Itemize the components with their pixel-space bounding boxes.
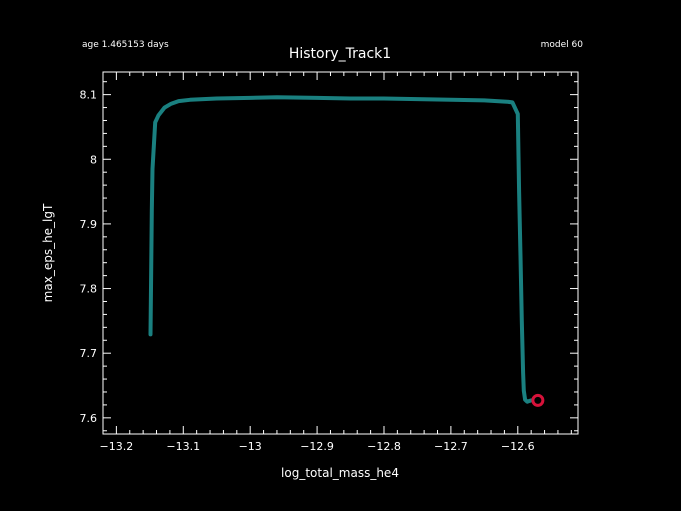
x-tick-label: −12.9 — [300, 440, 334, 453]
y-axis-label: max_eps_he_lgT — [41, 203, 55, 302]
x-axis-label: log_total_mass_he4 — [281, 466, 399, 480]
y-tick-label: 8.1 — [80, 89, 98, 102]
history-track-line — [148, 95, 534, 404]
plot-frame — [102, 71, 579, 435]
model-label: model 60 — [541, 40, 584, 50]
y-axis: 7.6 7.7 7.8 7.9 8 8.1 — [80, 81, 578, 432]
x-tick-label: −13 — [239, 440, 262, 453]
y-tick-label: 8 — [90, 153, 97, 166]
x-axis: −13.2 −13.1 −13 −12.9 −12.8 −12.7 −12.6 — [100, 72, 572, 453]
y-tick-label: 7.6 — [80, 412, 98, 425]
age-label: age 1.465153 days — [82, 40, 169, 50]
current-model-marker — [531, 393, 545, 407]
x-tick-label: −12.7 — [434, 440, 468, 453]
y-tick-label: 7.9 — [80, 218, 98, 231]
y-tick-label: 7.7 — [80, 347, 98, 360]
x-tick-label: −13.1 — [166, 440, 200, 453]
chart-title: History_Track1 — [289, 46, 391, 62]
x-tick-label: −12.6 — [501, 440, 535, 453]
y-tick-label: 7.8 — [80, 283, 98, 296]
x-tick-label: −13.2 — [100, 440, 134, 453]
x-tick-label: −12.8 — [367, 440, 401, 453]
